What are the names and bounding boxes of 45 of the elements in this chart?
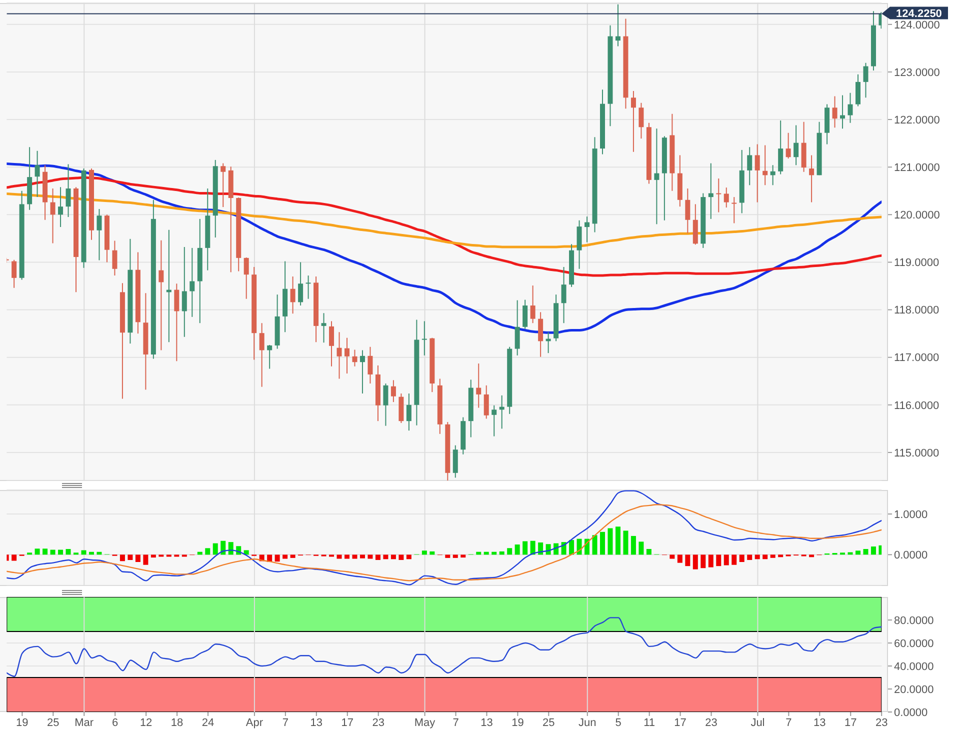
x-tick-label: 7 <box>786 716 792 729</box>
x-tick-label: Mar <box>74 716 94 729</box>
y-tick-label: 0.0000 <box>894 706 928 719</box>
x-tick-label: 23 <box>875 716 888 729</box>
x-tick-label: May <box>414 716 436 729</box>
x-tick-label: 17 <box>341 716 354 729</box>
x-tick-label: Apr <box>246 716 264 729</box>
y-tick-label: 117.0000 <box>894 352 940 364</box>
x-tick-label: Jun <box>578 716 596 729</box>
y-tick-label: 40.0000 <box>894 660 934 673</box>
x-tick-label: 11 <box>644 716 656 729</box>
y-tick-label: 20.0000 <box>894 684 934 696</box>
x-tick-label: 12 <box>140 716 152 729</box>
x-tick-label: 6 <box>112 716 118 729</box>
x-tick-label: 7 <box>452 716 459 729</box>
x-tick-label: 5 <box>615 716 622 729</box>
x-tick-label: 23 <box>372 716 384 729</box>
x-tick-label: 13 <box>814 716 826 729</box>
x-tick-label: 19 <box>512 716 524 729</box>
y-tick-label: 121.0000 <box>894 162 940 174</box>
y-tick-label: 123.0000 <box>894 66 940 79</box>
y-tick-label: 1.0000 <box>894 508 928 521</box>
x-tick-label: 18 <box>170 716 184 729</box>
y-tick-label: 0.0000 <box>894 550 928 562</box>
x-tick-label: 13 <box>480 716 493 729</box>
y-tick-label: 119.0000 <box>894 257 940 270</box>
x-tick-label: 25 <box>47 716 60 729</box>
y-tick-label: 60.0000 <box>894 638 934 650</box>
x-tick-label: 7 <box>282 716 288 729</box>
ref-line-label: 124.2250 <box>896 8 942 20</box>
x-tick-label: 23 <box>705 716 718 729</box>
x-tick-label: 19 <box>16 716 28 729</box>
x-tick-label: 25 <box>542 716 555 729</box>
y-tick-label: 116.0000 <box>894 400 940 412</box>
x-tick-label: 17 <box>674 716 686 729</box>
x-tick-label: 13 <box>310 716 323 729</box>
y-tick-label: 122.0000 <box>894 114 940 126</box>
y-tick-label: 120.0000 <box>894 210 940 222</box>
x-tick-label: 24 <box>202 716 214 729</box>
y-tick-label: 115.0000 <box>894 447 940 460</box>
y-tick-label: 80.0000 <box>894 614 934 627</box>
y-tick-label: 118.0000 <box>894 304 940 317</box>
y-tick-label: 124.0000 <box>894 19 940 32</box>
x-tick-label: 17 <box>844 716 857 729</box>
x-tick-label: Jul <box>750 716 765 729</box>
